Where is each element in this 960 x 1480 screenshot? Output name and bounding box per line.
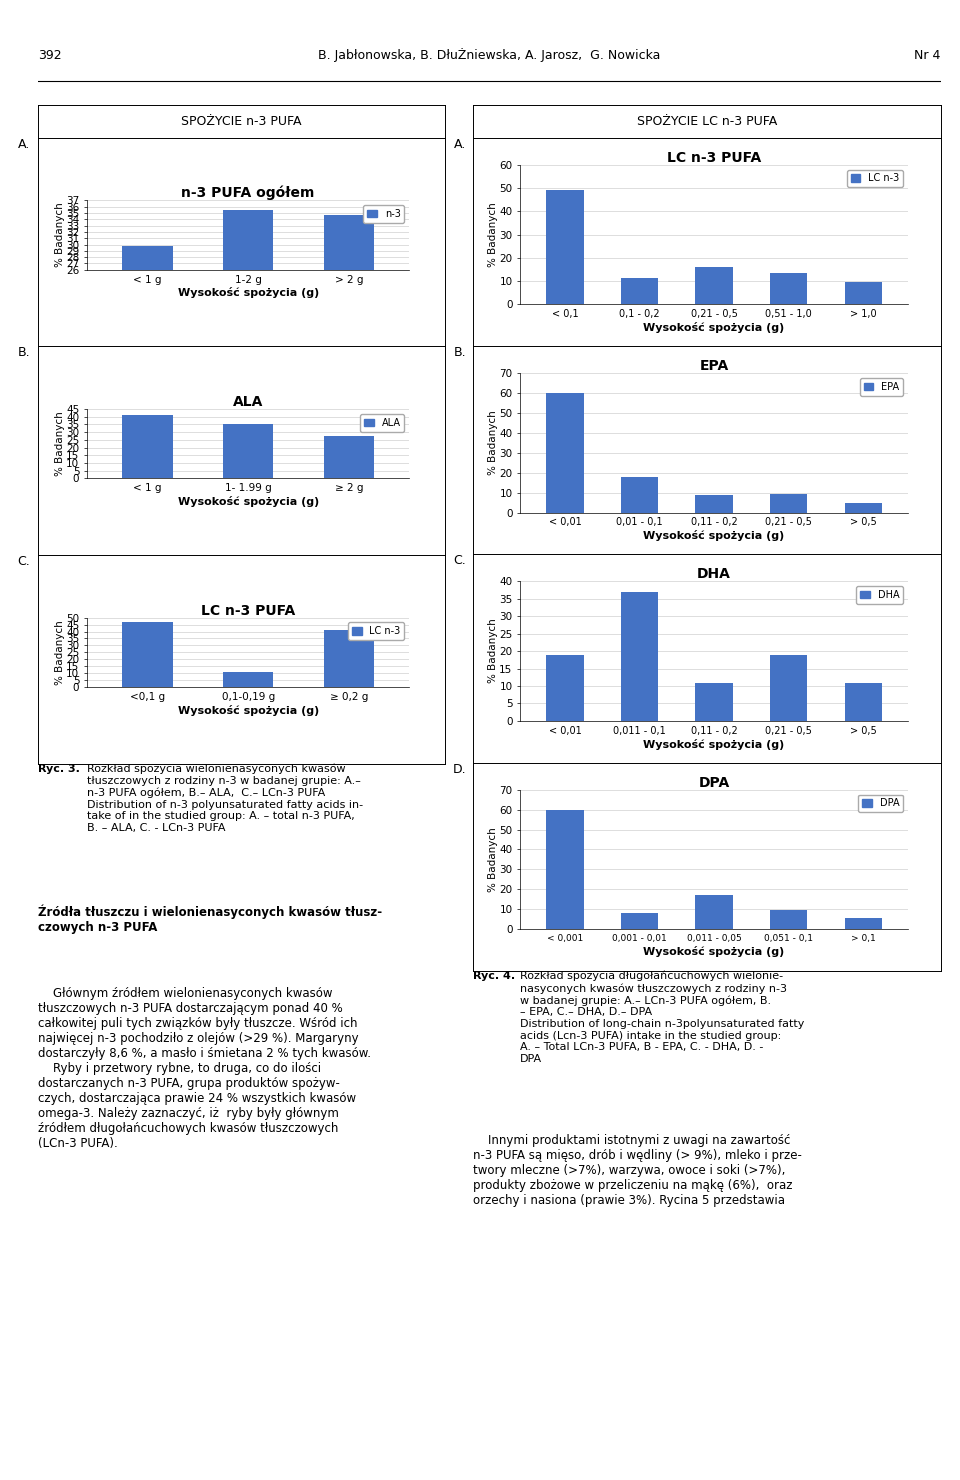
X-axis label: Wysokość spożycia (g): Wysokość spożycia (g) — [643, 530, 784, 542]
Bar — [845, 503, 882, 512]
Y-axis label: % Badanych: % Badanych — [488, 203, 498, 266]
Y-axis label: % Badanych: % Badanych — [55, 620, 64, 685]
Bar — [621, 278, 659, 305]
Legend: DHA: DHA — [856, 586, 903, 604]
Title: DPA: DPA — [699, 776, 730, 790]
Title: DHA: DHA — [697, 567, 732, 582]
Title: ALA: ALA — [233, 395, 263, 408]
Legend: n-3: n-3 — [363, 206, 404, 223]
X-axis label: Wysokość spożycia (g): Wysokość spożycia (g) — [178, 704, 319, 716]
Bar — [695, 895, 732, 929]
Bar — [546, 394, 584, 512]
Bar — [845, 918, 882, 929]
Title: LC n-3 PUFA: LC n-3 PUFA — [667, 151, 761, 164]
X-axis label: Wysokość spożycia (g): Wysokość spożycia (g) — [643, 739, 784, 749]
Text: Innymi produktami istotnymi z uwagi na zawartość
n-3 PUFA są mięso, drób i wędli: Innymi produktami istotnymi z uwagi na z… — [473, 1134, 803, 1206]
Bar — [223, 210, 274, 434]
Title: LC n-3 PUFA: LC n-3 PUFA — [201, 604, 296, 617]
Title: n-3 PUFA ogółem: n-3 PUFA ogółem — [181, 186, 315, 200]
Text: A.: A. — [18, 138, 31, 151]
Text: D.: D. — [453, 762, 467, 776]
Bar — [695, 266, 732, 305]
Y-axis label: % Badanych: % Badanych — [55, 411, 64, 477]
Legend: DPA: DPA — [858, 795, 903, 813]
Bar — [122, 622, 173, 687]
Y-axis label: % Badanych: % Badanych — [488, 619, 498, 684]
Legend: ALA: ALA — [360, 414, 404, 432]
Text: 392: 392 — [38, 49, 62, 62]
Y-axis label: % Badanych: % Badanych — [488, 410, 498, 475]
Bar — [621, 592, 659, 721]
Y-axis label: % Badanych: % Badanych — [488, 827, 498, 892]
Legend: EPA: EPA — [860, 377, 903, 395]
Text: A.: A. — [454, 138, 467, 151]
Bar — [621, 477, 659, 512]
Text: Ryc. 3.: Ryc. 3. — [38, 764, 81, 774]
Bar — [770, 654, 807, 721]
Bar — [324, 437, 374, 478]
Text: Rozkład spożycia długołańcuchowych wielonie-
nasyconych kwasów tłuszczowych z ro: Rozkład spożycia długołańcuchowych wielo… — [520, 971, 804, 1064]
Y-axis label: % Badanych: % Badanych — [55, 203, 64, 268]
Text: Nr 4: Nr 4 — [915, 49, 941, 62]
Text: B.: B. — [454, 346, 467, 360]
Bar — [695, 682, 732, 721]
X-axis label: Wysokość spożycia (g): Wysokość spożycia (g) — [643, 946, 784, 958]
Bar — [324, 215, 374, 434]
Bar — [223, 425, 274, 478]
Legend: LC n-3: LC n-3 — [847, 170, 903, 188]
X-axis label: Wysokość spożycia (g): Wysokość spożycia (g) — [178, 287, 319, 299]
Bar — [223, 672, 274, 687]
X-axis label: Wysokość spożycia (g): Wysokość spożycia (g) — [178, 496, 319, 508]
Bar — [770, 272, 807, 305]
Bar — [324, 630, 374, 687]
Text: B.: B. — [17, 346, 31, 360]
Bar — [770, 494, 807, 512]
Legend: LC n-3: LC n-3 — [348, 623, 404, 641]
Bar — [695, 494, 732, 512]
Text: Ryc. 4.: Ryc. 4. — [473, 971, 516, 981]
Bar — [845, 682, 882, 721]
X-axis label: Wysokość spożycia (g): Wysokość spożycia (g) — [643, 323, 784, 333]
Text: Głównym źródłem wielonienasyconych kwasów
tłuszczowych n-3 PUFA dostarczającym p: Głównym źródłem wielonienasyconych kwasó… — [38, 987, 372, 1150]
Bar — [122, 246, 173, 434]
Bar — [770, 910, 807, 929]
Bar — [122, 414, 173, 478]
Text: SPOŻYCIE LC n-3 PUFA: SPOŻYCIE LC n-3 PUFA — [637, 115, 778, 127]
Text: C.: C. — [454, 555, 467, 567]
Text: C.: C. — [17, 555, 31, 568]
Bar — [546, 654, 584, 721]
Text: SPOŻYCIE n-3 PUFA: SPOŻYCIE n-3 PUFA — [181, 115, 301, 127]
Bar — [845, 283, 882, 305]
Text: Źródła tłuszczu i wielonienasyconych kwasów tłusz-
czowych n-3 PUFA: Źródła tłuszczu i wielonienasyconych kwa… — [38, 904, 382, 934]
Title: EPA: EPA — [700, 360, 729, 373]
Text: Rozkład spożycia wielonienasyconych kwasów
tłuszczowych z rodziny n-3 w badanej : Rozkład spożycia wielonienasyconych kwas… — [87, 764, 363, 833]
Bar — [621, 913, 659, 929]
Bar — [546, 810, 584, 929]
Text: B. Jabłonowska, B. DłuŻniewska, A. Jarosz,  G. Nowicka: B. Jabłonowska, B. DłuŻniewska, A. Jaros… — [319, 49, 660, 62]
Bar — [546, 191, 584, 305]
